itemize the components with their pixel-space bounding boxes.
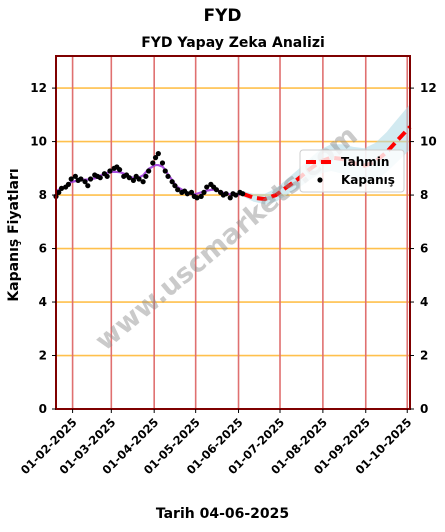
series-kapanis-point [188,189,195,195]
series-kapanis-point [140,179,146,185]
legend-kapanis-swatch [317,177,323,183]
series-kapanis-point [150,160,156,166]
axes-frame [55,55,411,410]
series-kapanis-point [82,179,88,185]
series-kapanis-point [155,151,161,157]
y-tick-label-right: 8 [420,188,428,202]
series-kapanis-point [97,175,103,181]
series-kapanis-point [184,191,190,197]
series-kapanis-point [240,191,246,197]
series-kapanis-point [117,167,123,173]
legend-kapanis-label: Kapanış [341,173,395,187]
series-kapanis-point [162,168,168,174]
series-kapanis-point [72,173,78,179]
series-kapanis-point [104,173,110,179]
chart-title: FYD Yapay Zeka Analizi [141,35,325,51]
y-tick-label-left: 0 [39,402,47,416]
series-kapanis-point [204,184,210,190]
series-kapanis-point [87,176,94,182]
series-kapanis-point [227,195,233,201]
y-tick-label-left: 6 [39,242,47,256]
series-kapanis-point [58,185,65,191]
axes-background [56,56,410,409]
y-tick-label-left: 2 [39,349,47,363]
y-tick-label-right: 6 [420,242,428,256]
series-kapanis-point [159,160,166,166]
series-kapanis-point [165,173,171,179]
series-kapanis-point [213,187,220,193]
series-kapanis-point [172,183,178,189]
series-kapanis-point [143,173,149,179]
series-kapanis-point [233,192,239,198]
series-kapanis-point [201,189,207,195]
series-kapanis-point [65,181,72,187]
series-kapanis-point [146,168,152,174]
series-kapanis-point [107,168,113,174]
series-kapanis-point [223,191,229,197]
chart-suptitle: FYD [203,6,242,26]
series-kapanis-point [194,195,200,201]
y-tick-label-left: 8 [39,188,47,202]
series-kapanis-point [68,176,74,182]
y-tick-label-left: 12 [30,81,47,95]
legend-tahmin-label: Tahmin [341,155,389,169]
series-kapanis-point [136,176,142,182]
series-kapanis-point [130,177,137,183]
x-axis-label: Tarih 04-06-2025 [155,506,290,522]
series-kapanis-point [126,175,132,181]
y-tick-label-right: 12 [420,81,437,95]
series-kapanis-point [56,189,62,195]
y-tick-label-right: 10 [420,135,437,149]
y-tick-label-right: 0 [420,402,428,416]
y-tick-label-left: 4 [39,295,47,309]
series-kapanis-point [78,176,84,182]
series-kapanis-point [169,179,175,185]
y-tick-label-left: 10 [30,135,47,149]
series-kapanis-point [175,187,181,193]
series-kapanis-point [152,155,159,161]
y-tick-label-right: 2 [420,349,428,363]
y-tick-label-right: 4 [420,295,428,309]
series-kapanis-point [85,183,91,189]
series-kapanis-point [198,193,204,199]
